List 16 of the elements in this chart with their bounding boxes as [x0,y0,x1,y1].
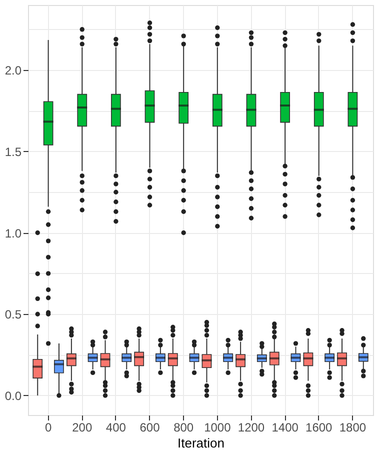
y-tick-label: 0.0 [4,388,22,403]
x-tick-label: 800 [174,420,194,434]
x-tick-label: 0 [44,420,52,434]
y-tick-label: 2.0 [4,64,22,78]
x-tick-label: 1400 [272,420,299,434]
x-tick-label: 200 [72,420,92,434]
y-tick-label: 1.0 [4,226,22,240]
x-tick-label: 1800 [339,420,366,434]
x-axis-title: Iteration [178,436,224,450]
x-tick-label: 1000 [204,420,232,434]
x-tick-label: 1200 [238,420,265,434]
y-tick-label: 1.5 [4,144,22,159]
x-tick-label: 400 [106,420,126,434]
x-tick-label: 600 [140,420,160,434]
x-tick-label: 1600 [306,420,333,434]
y-tick-label: 0.5 [4,308,22,322]
